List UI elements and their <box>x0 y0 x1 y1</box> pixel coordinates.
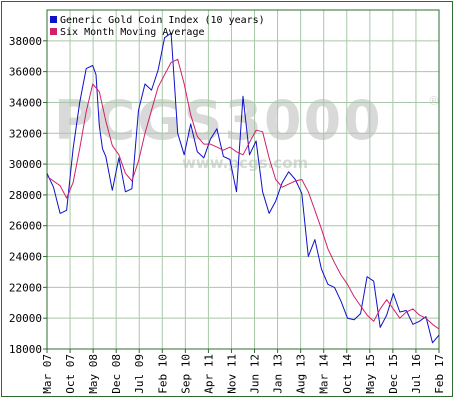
grid <box>46 10 440 350</box>
y-tick-label: 36000 <box>9 66 42 79</box>
x-tick-label: Sep 10 <box>179 354 192 394</box>
x-tick-label: Nov 11 <box>225 354 238 394</box>
x-tick-label: Aug 13 <box>295 354 308 394</box>
y-tick-label: 38000 <box>9 35 42 48</box>
x-tick-label: Apr 11 <box>202 354 215 394</box>
x-tick-label: Mar 14 <box>318 354 331 394</box>
series-line-index <box>46 32 440 344</box>
legend-label-index: Generic Gold Coin Index (10 years) <box>60 15 265 26</box>
y-tick-label: 24000 <box>9 251 42 264</box>
legend-swatch-average <box>50 28 57 35</box>
y-tick-label: 18000 <box>9 343 42 356</box>
x-tick-label: Jun 12 <box>249 354 262 394</box>
x-tick-label: Jul 09 <box>133 354 146 394</box>
y-tick-label: 28000 <box>9 189 42 202</box>
y-tick-label: 30000 <box>9 158 42 171</box>
x-tick-label: Dec 15 <box>387 354 400 394</box>
x-tick-label: May 15 <box>364 354 377 394</box>
x-tick-label: Mar 07 <box>41 354 54 394</box>
x-tick-label: Feb 17 <box>433 354 446 394</box>
watermark-registered-mark: ® <box>428 94 440 108</box>
y-tick-label: 22000 <box>9 281 42 294</box>
legend-label-average: Six Month Moving Average <box>60 27 205 38</box>
x-tick-label: May 08 <box>87 354 100 394</box>
x-tick-label: Dec 08 <box>110 354 123 394</box>
y-tick-label: 20000 <box>9 312 42 325</box>
x-tick-label: Oct 14 <box>341 354 354 394</box>
watermark: PCGS3000 ® www.pcgs.com <box>54 89 440 172</box>
watermark-brand: PCGS3000 <box>54 89 383 152</box>
y-tick-label: 26000 <box>9 220 42 233</box>
y-tick-label: 32000 <box>9 127 42 140</box>
x-tick-label: Oct 07 <box>64 354 77 394</box>
series <box>46 32 440 344</box>
y-tick-label: 34000 <box>9 96 42 109</box>
series-line-average <box>46 58 440 330</box>
plot-area-border <box>46 9 440 350</box>
x-tick-label: Feb 10 <box>156 354 169 394</box>
axes: 18000 20000 22000 24000 26000 28000 30000 32000… <box>9 9 446 394</box>
watermark-url: www.pcgs.com <box>182 154 308 172</box>
x-tick-label: Jul 16 <box>410 354 423 394</box>
x-tick-label: Jan 13 <box>272 354 285 394</box>
legend-swatch-index <box>50 16 57 23</box>
legend: Generic Gold Coin Index (10 years) Six M… <box>50 15 265 38</box>
